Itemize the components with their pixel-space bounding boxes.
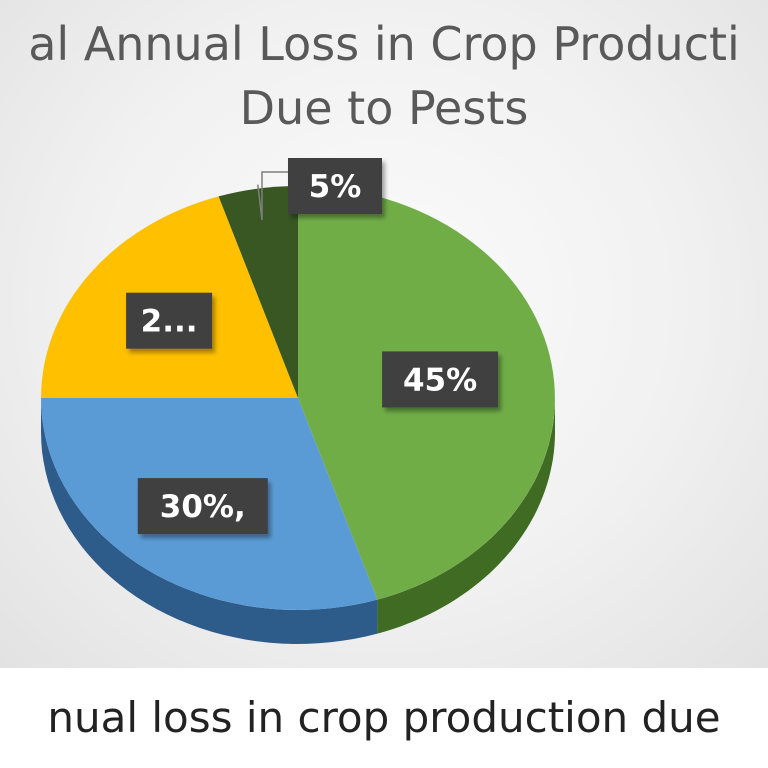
pie-chart: 45% 30%, 2... 5% — [41, 158, 555, 644]
pie-side-2 — [41, 398, 378, 644]
pie-data-label-2: 30%, — [137, 478, 268, 535]
pie-data-label-text: 30%, — [160, 489, 246, 525]
pie-data-label-3: 2... — [126, 292, 213, 349]
pie-data-label-4: 5% — [288, 158, 382, 214]
pie-side-1 — [377, 398, 555, 634]
pie-data-label-text: 5% — [309, 169, 362, 205]
pie-data-label-1: 45% — [382, 351, 499, 408]
pie-data-label-box — [137, 478, 268, 535]
pie-slice-4 — [218, 186, 298, 398]
pie-data-label-box — [382, 351, 499, 408]
pie-data-label-box — [288, 158, 382, 214]
pie-data-label-text: 2... — [141, 304, 198, 340]
pie-data-labels: 45% 30%, 2... 5% — [126, 158, 499, 535]
pie-side-walls — [41, 398, 555, 644]
chart-title-line-2: Due to Pests — [239, 81, 529, 135]
chart-title-line-1: al Annual Loss in Crop Producti — [28, 17, 740, 71]
chart-panel: al Annual Loss in Crop Producti Due to P… — [0, 0, 768, 668]
pie-data-label-text: 45% — [403, 362, 477, 398]
pie-leader-line-4 — [257, 171, 288, 221]
figure-caption: nual loss in crop production due — [47, 693, 721, 742]
pie-data-label-box — [126, 292, 213, 349]
chart-title: al Annual Loss in Crop Producti Due to P… — [0, 12, 768, 140]
